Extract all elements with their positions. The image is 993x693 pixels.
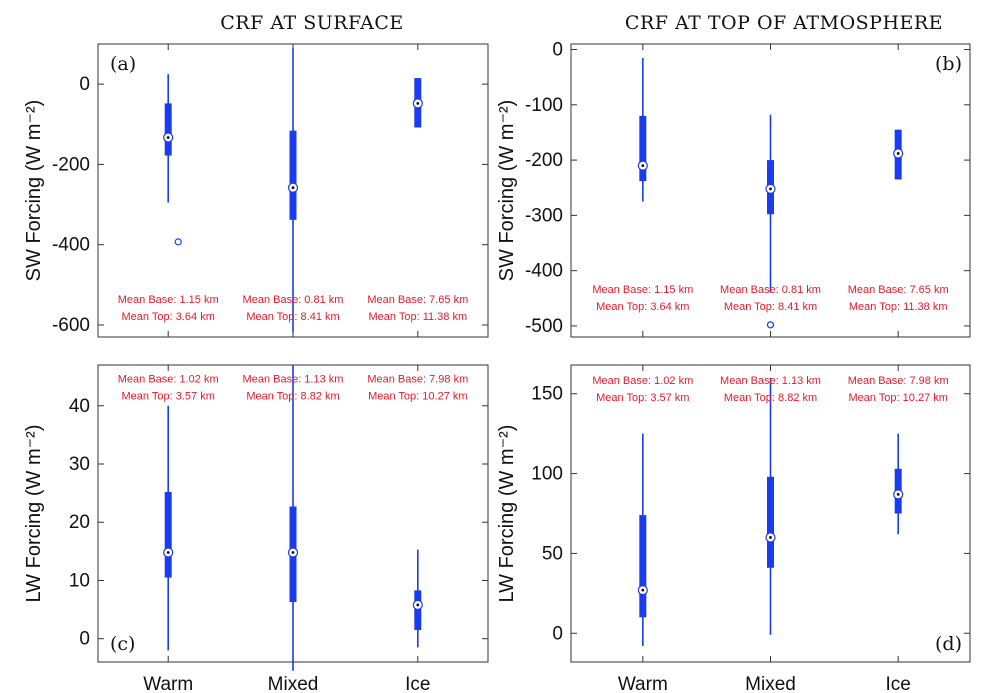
y-axis-label: LW Forcing (W m⁻²) xyxy=(496,425,518,603)
y-tick-label: 100 xyxy=(531,464,563,485)
median-dot xyxy=(641,588,645,592)
cloud-height-annotation: Mean Base: 7.65 km xyxy=(848,284,949,296)
title-surface: CRF AT SURFACE xyxy=(220,12,403,34)
panel-b: 0 -100 -200 -300 -400 -500 SW Forcing (W m⁻²) (… xyxy=(496,40,971,338)
y-tick-label: -500 xyxy=(525,316,563,337)
x-category-label: Ice xyxy=(886,674,911,693)
cloud-height-annotation: Mean Top: 3.57 km xyxy=(596,392,689,404)
y-tick-label: 0 xyxy=(79,74,90,95)
x-category-label: Warm xyxy=(618,674,668,693)
y-tick-label: -400 xyxy=(52,235,90,256)
y-tick-label: 30 xyxy=(69,454,90,475)
cloud-height-annotation: Mean Top: 3.64 km xyxy=(122,311,215,323)
median-dot xyxy=(769,536,772,539)
x-category-label: Mixed xyxy=(268,674,319,693)
median-dot xyxy=(896,152,900,155)
box-warm xyxy=(163,74,182,246)
box-ice xyxy=(893,433,904,535)
y-tick-label: 20 xyxy=(69,512,90,533)
box-ice xyxy=(412,78,423,128)
cloud-height-annotation: Mean Base: 7.65 km xyxy=(367,294,468,306)
y-tick-label: -200 xyxy=(52,154,90,175)
cloud-height-annotation: Mean Top: 10.27 km xyxy=(368,390,467,402)
cloud-height-annotation: Mean Base: 1.13 km xyxy=(243,373,344,385)
panel-c: 0 10 20 30 40 Warm Mixed Ice LW Forcing (W m⁻²) (… xyxy=(23,364,489,693)
y-tick-label: 0 xyxy=(552,623,563,644)
cloud-height-annotation: Mean Base: 1.13 km xyxy=(720,375,821,387)
cloud-height-annotation: Mean Top: 8.82 km xyxy=(724,392,817,404)
median-dot xyxy=(769,187,772,191)
y-tick-label: -100 xyxy=(525,95,563,116)
y-tick-label: 40 xyxy=(69,396,90,417)
y-axis-label: LW Forcing (W m⁻²) xyxy=(23,425,45,603)
x-category-label: Mixed xyxy=(745,674,796,693)
y-tick-label: 50 xyxy=(542,543,563,564)
x-category-label: Ice xyxy=(405,674,430,693)
cloud-height-annotation: Mean Base: 0.81 km xyxy=(720,284,821,296)
median-dot xyxy=(166,136,170,139)
median-dot xyxy=(896,492,900,496)
y-tick-label: -200 xyxy=(525,150,563,171)
cloud-height-annotation: Mean Top: 11.38 km xyxy=(368,311,467,323)
y-tick-label: 10 xyxy=(69,570,90,591)
iqr-box xyxy=(639,115,647,182)
median-dot xyxy=(416,603,420,607)
y-tick-label: 150 xyxy=(531,384,563,405)
outlier xyxy=(766,321,775,329)
panel-a: 0 -200 -400 -600 SW Forcing (W m⁻²) (a) Mean B… xyxy=(23,43,489,338)
cloud-height-annotation: Mean Base: 1.15 km xyxy=(118,294,219,306)
cloud-height-annotation: Mean Top: 3.57 km xyxy=(122,390,215,402)
median-dot xyxy=(416,102,420,105)
box-warm xyxy=(163,405,174,651)
cloud-height-annotation: Mean Top: 8.41 km xyxy=(246,311,339,323)
cloud-height-annotation: Mean Base: 1.02 km xyxy=(592,375,693,387)
cloud-height-annotation: Mean Base: 7.98 km xyxy=(367,373,468,385)
y-axis-label: SW Forcing (W m⁻²) xyxy=(23,100,45,282)
cloud-height-annotation: Mean Top: 11.38 km xyxy=(849,301,948,313)
y-tick-label: -600 xyxy=(52,315,90,336)
cloud-height-annotation: Mean Base: 7.98 km xyxy=(848,375,949,387)
iqr-box xyxy=(414,590,422,630)
cloud-height-annotation: Mean Base: 0.81 km xyxy=(243,294,344,306)
title-toa: CRF AT TOP OF ATMOSPHERE xyxy=(625,12,943,34)
cloud-height-annotation: Mean Top: 3.64 km xyxy=(596,301,689,313)
box-mixed xyxy=(765,377,776,635)
box-ice xyxy=(412,549,423,648)
panel-label: (c) xyxy=(110,633,135,655)
y-tick-label: -400 xyxy=(525,261,563,282)
y-tick-label: 0 xyxy=(552,40,563,61)
iqr-box xyxy=(639,515,647,618)
box-warm xyxy=(637,57,648,202)
y-axis-label: SW Forcing (W m⁻²) xyxy=(496,100,518,282)
outlier xyxy=(174,238,182,246)
box-ice xyxy=(893,129,904,180)
box-mixed xyxy=(287,48,299,333)
median-dot xyxy=(291,551,295,554)
panel-label: (a) xyxy=(110,53,136,75)
y-tick-label: -300 xyxy=(525,205,563,226)
cloud-height-annotation: Mean Top: 10.27 km xyxy=(848,392,947,404)
median-dot xyxy=(291,186,295,190)
box-warm xyxy=(637,433,648,647)
median-dot xyxy=(166,551,170,554)
box-mixed xyxy=(765,114,776,329)
cloud-height-annotation: Mean Base: 1.15 km xyxy=(592,284,693,296)
iqr-box xyxy=(767,476,774,568)
median-dot xyxy=(641,164,645,168)
iqr-box xyxy=(289,130,297,220)
panel-label: (d) xyxy=(935,633,962,655)
panel-label: (b) xyxy=(935,53,962,75)
y-tick-label: 0 xyxy=(79,629,90,650)
iqr-box xyxy=(164,491,172,578)
x-category-label: Warm xyxy=(143,674,193,693)
cloud-height-annotation: Mean Top: 8.41 km xyxy=(724,301,817,313)
cloud-height-annotation: Mean Top: 8.82 km xyxy=(246,390,339,402)
panel-d: 0 50 100 150 Warm Mixed Ice LW Forcing (W m⁻²) (… xyxy=(496,364,971,693)
box-mixed xyxy=(287,365,299,671)
cloud-height-annotation: Mean Base: 1.02 km xyxy=(118,373,219,385)
iqr-box xyxy=(164,103,172,156)
